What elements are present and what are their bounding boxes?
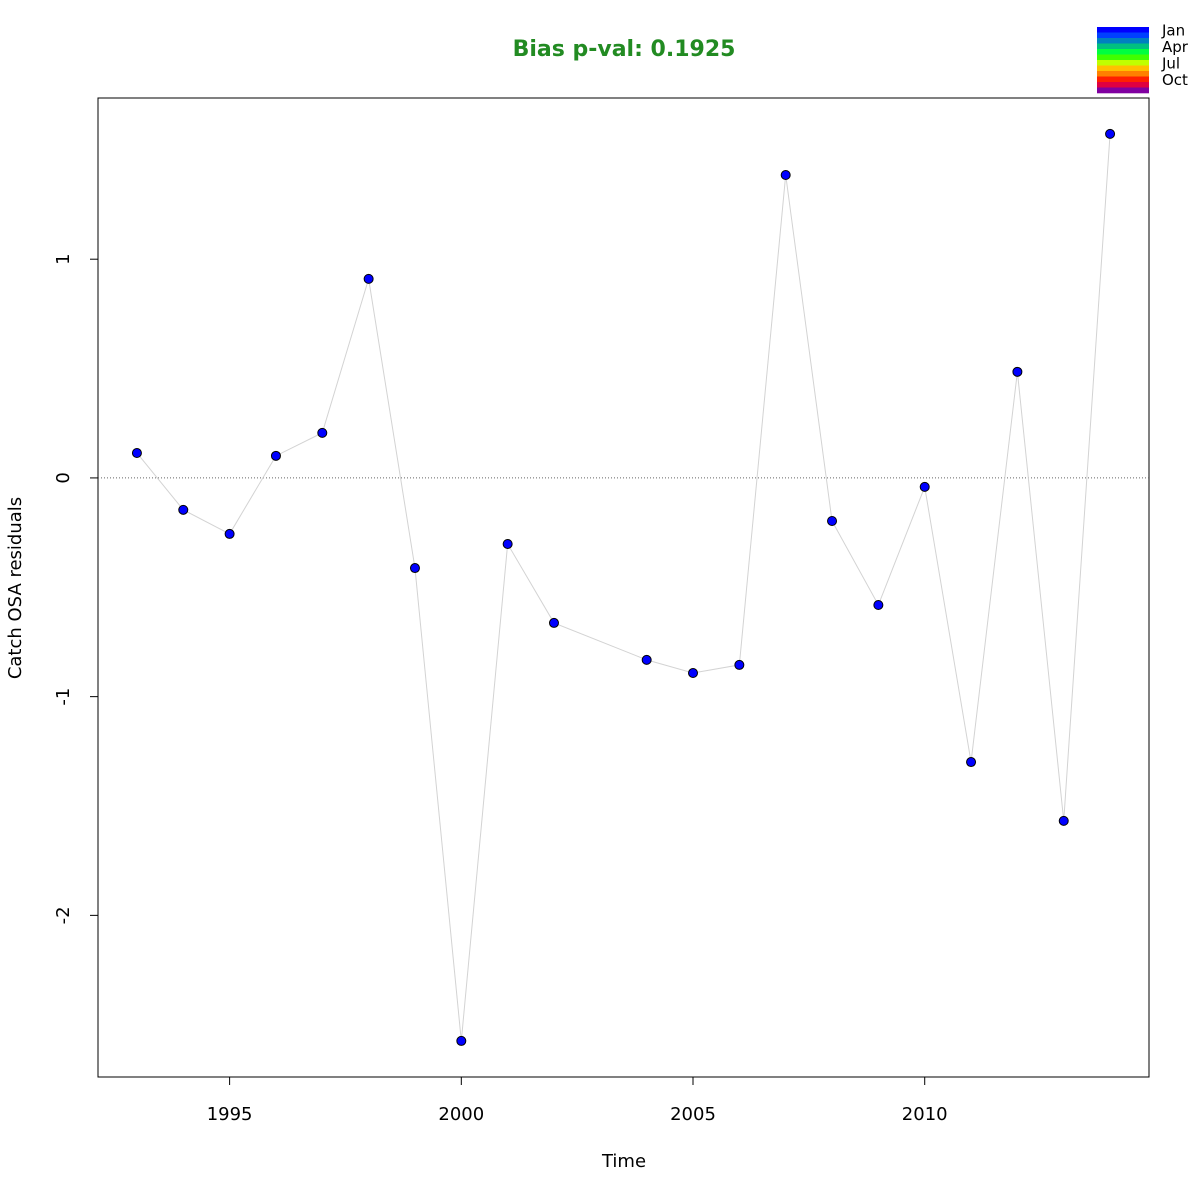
y-axis-label: Catch OSA residuals [5, 497, 26, 679]
data-point [641, 654, 652, 665]
data-point [548, 617, 559, 628]
color-key-swatch [1097, 76, 1149, 83]
color-key-swatch [1097, 87, 1149, 94]
data-point [1012, 366, 1023, 377]
data-point [456, 1035, 467, 1046]
y-tick-label: -1 [53, 688, 74, 706]
data-point [827, 516, 838, 527]
color-key-swatch [1097, 71, 1149, 77]
x-tick-label: 2000 [438, 1104, 484, 1125]
color-key-swatch [1097, 49, 1149, 55]
color-key-swatch [1097, 82, 1149, 88]
x-tick-label: 2005 [670, 1104, 716, 1125]
data-point [966, 757, 977, 768]
data-point [919, 481, 930, 492]
color-key-swatch [1097, 27, 1149, 33]
data-point [873, 599, 884, 610]
x-axis-label: Time [601, 1151, 646, 1172]
y-tick-label: 0 [53, 472, 74, 483]
x-tick-label: 1995 [207, 1104, 253, 1125]
data-point [270, 450, 281, 461]
color-key-label: Jan [1161, 21, 1185, 39]
data-point [178, 504, 189, 515]
chart-title: Bias p-val: 0.1925 [513, 37, 736, 62]
data-point [317, 427, 328, 438]
data-point [688, 668, 699, 679]
y-tick-label: 1 [53, 253, 74, 264]
color-key-swatch [1097, 38, 1149, 44]
series-line [136, 133, 1111, 1041]
color-key-swatch [1097, 43, 1149, 50]
plot-frame [97, 97, 1150, 1078]
data-point [734, 659, 745, 670]
color-key-swatch [1097, 60, 1149, 66]
data-point [502, 538, 513, 549]
color-key-label: Oct [1162, 71, 1188, 89]
color-key-label: Jul [1161, 54, 1180, 72]
color-key-label: Apr [1162, 38, 1189, 56]
data-point [363, 273, 374, 284]
y-tick-label: -2 [53, 906, 74, 924]
color-key-swatch [1097, 65, 1149, 72]
data-point [780, 169, 791, 180]
data-point [409, 563, 420, 574]
data-point [131, 447, 142, 458]
data-point [1058, 815, 1069, 826]
data-point [1105, 128, 1116, 139]
data-point [224, 528, 235, 539]
x-tick-label: 2010 [902, 1104, 948, 1125]
color-key-swatch [1097, 54, 1149, 61]
color-key-swatch [1097, 32, 1149, 39]
